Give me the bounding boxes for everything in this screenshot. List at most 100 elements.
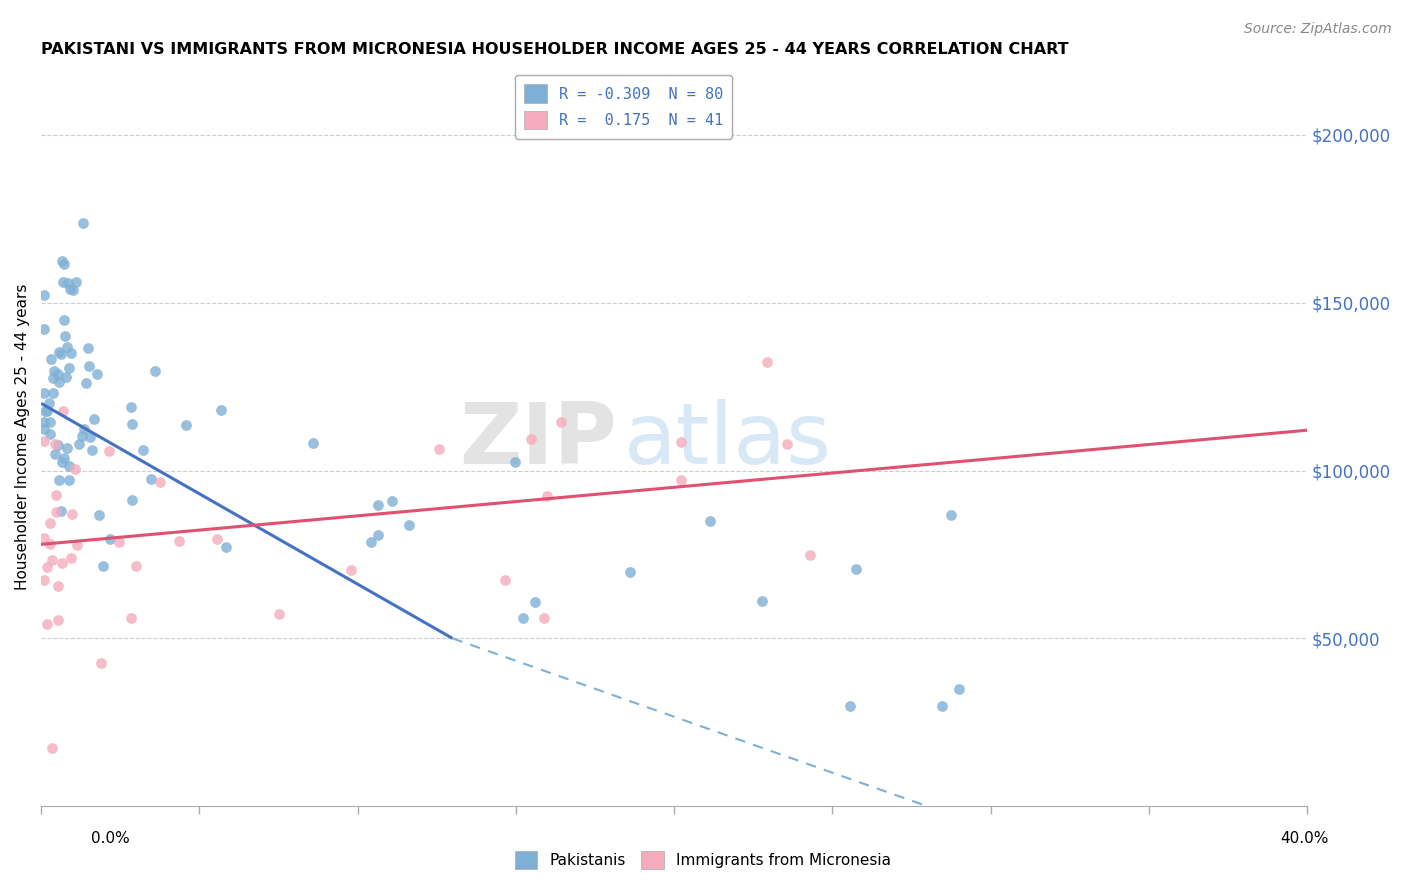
Point: [66, 538, 89, 552]
Point: [72, 216, 94, 230]
Point: [70, 429, 93, 443]
Point: [51, 556, 73, 570]
Point: [143, 364, 166, 378]
Point: [205, 532, 228, 546]
Point: [494, 573, 516, 587]
Point: [41, 740, 63, 755]
Point: [269, 607, 291, 622]
Point: [52, 450, 75, 465]
Point: [91, 558, 114, 573]
Point: [381, 493, 404, 508]
Point: [35, 617, 58, 632]
Point: [86, 368, 108, 382]
Point: [53, 328, 76, 343]
Point: [360, 535, 382, 549]
Text: 40.0%: 40.0%: [1281, 831, 1329, 846]
Point: [53, 312, 76, 326]
Point: [62, 284, 84, 298]
Point: [756, 354, 779, 368]
Point: [56, 276, 79, 290]
Point: [120, 611, 142, 625]
Legend: Pakistanis, Immigrants from Micronesia: Pakistanis, Immigrants from Micronesia: [509, 845, 897, 875]
Point: [523, 595, 546, 609]
Point: [79, 430, 101, 444]
Point: [51, 504, 73, 518]
Point: [48, 375, 70, 389]
Y-axis label: Householder Income Ages 25 - 44 years: Householder Income Ages 25 - 44 years: [15, 284, 30, 591]
Point: [48, 613, 70, 627]
Point: [671, 435, 693, 450]
Point: [41, 553, 63, 567]
Point: [39, 536, 62, 550]
Point: [56, 340, 79, 354]
Point: [55, 370, 77, 384]
Point: [340, 563, 363, 577]
Point: [120, 400, 142, 414]
Point: [38, 426, 60, 441]
Point: [42, 385, 65, 400]
Point: [51, 347, 73, 361]
Point: [32, 322, 55, 336]
Point: [98, 532, 121, 546]
Point: [32, 573, 55, 587]
Point: [59, 550, 82, 565]
Point: [32, 386, 55, 401]
Point: [63, 461, 86, 475]
Point: [97, 443, 120, 458]
Point: [125, 558, 148, 573]
Point: [108, 534, 131, 549]
Point: [87, 508, 110, 522]
Point: [45, 488, 67, 502]
Point: [367, 527, 389, 541]
Point: [398, 517, 420, 532]
Point: [948, 681, 970, 696]
Point: [536, 490, 558, 504]
Point: [46, 579, 69, 593]
Point: [32, 434, 55, 448]
Point: [42, 364, 65, 378]
Point: [533, 611, 555, 625]
Point: [845, 562, 868, 576]
Point: [44, 447, 66, 461]
Point: [35, 404, 58, 418]
Text: 0.0%: 0.0%: [91, 831, 131, 846]
Point: [32, 288, 55, 302]
Point: [65, 276, 87, 290]
Point: [58, 458, 80, 473]
Text: Source: ZipAtlas.com: Source: ZipAtlas.com: [1244, 22, 1392, 37]
Point: [141, 472, 163, 486]
Point: [35, 559, 58, 574]
Point: [520, 432, 543, 446]
Point: [799, 549, 821, 563]
Point: [90, 656, 112, 670]
Point: [149, 475, 172, 489]
Point: [44, 437, 66, 451]
Point: [59, 282, 82, 296]
Point: [51, 455, 73, 469]
Point: [931, 698, 953, 713]
Point: [215, 540, 238, 554]
Point: [42, 371, 65, 385]
Point: [512, 611, 534, 625]
Point: [82, 443, 104, 458]
Text: ZIP: ZIP: [460, 399, 617, 483]
Point: [939, 508, 962, 523]
Point: [46, 438, 69, 452]
Point: [55, 442, 77, 456]
Point: [367, 498, 389, 512]
Point: [73, 422, 96, 436]
Point: [132, 443, 155, 458]
Point: [174, 417, 197, 432]
Point: [75, 376, 97, 390]
Point: [53, 257, 76, 271]
Text: PAKISTANI VS IMMIGRANTS FROM MICRONESIA HOUSEHOLDER INCOME AGES 25 - 44 YEARS CO: PAKISTANI VS IMMIGRANTS FROM MICRONESIA …: [41, 42, 1069, 57]
Point: [79, 359, 101, 373]
Point: [52, 276, 75, 290]
Point: [619, 565, 641, 579]
Point: [52, 404, 75, 418]
Point: [38, 516, 60, 531]
Point: [839, 698, 862, 713]
Point: [83, 412, 105, 426]
Point: [51, 254, 73, 268]
Point: [427, 442, 450, 456]
